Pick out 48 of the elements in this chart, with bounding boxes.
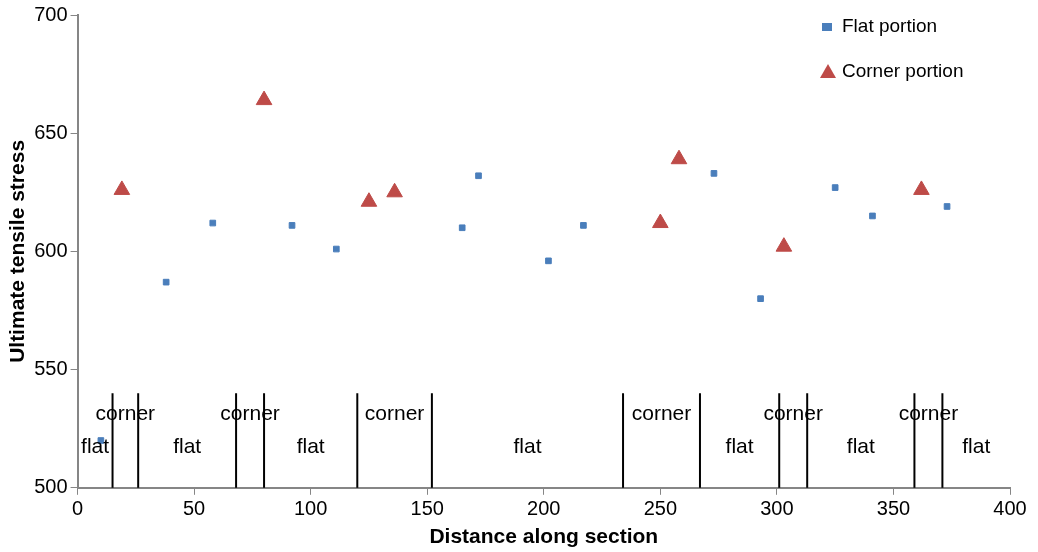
y-tick-label: 700 — [34, 2, 68, 25]
point — [913, 180, 930, 195]
y-tick-label: 550 — [34, 357, 68, 380]
annotation: flat — [846, 434, 875, 458]
legend-label: Corner portion — [842, 60, 964, 82]
point — [943, 203, 951, 210]
point — [652, 213, 669, 229]
x-tick-label: 0 — [72, 497, 84, 520]
x-tick-label: 100 — [293, 497, 328, 520]
annotation: corner — [364, 401, 425, 425]
x-tick-label: 200 — [527, 497, 561, 520]
annotation: flat — [296, 434, 325, 458]
y-tick-label: 600 — [34, 238, 68, 261]
point — [545, 257, 552, 265]
point — [386, 182, 403, 198]
x-axis-title: Distance along section — [429, 524, 659, 548]
y-tick-label: 500 — [34, 475, 68, 498]
point — [775, 237, 793, 252]
x-tick-label: 150 — [410, 497, 444, 520]
point — [580, 222, 587, 229]
point — [209, 219, 217, 227]
y-tick-label: 650 — [34, 120, 68, 143]
annotation: flat — [725, 434, 754, 458]
x-tick-label: 50 — [183, 497, 206, 520]
point — [670, 149, 688, 165]
x-tick-label: 350 — [876, 497, 911, 520]
x-tick-label: 250 — [643, 497, 678, 520]
point — [360, 192, 378, 207]
point — [255, 90, 273, 106]
point — [332, 245, 340, 253]
annotation: flat — [173, 434, 202, 458]
annotation: flat — [513, 434, 542, 458]
x-tick-label: 400 — [993, 497, 1027, 520]
x-tick-label: 300 — [760, 497, 794, 520]
point — [288, 222, 296, 229]
point — [458, 224, 466, 232]
point — [475, 172, 482, 180]
point — [162, 278, 170, 286]
point — [113, 180, 131, 195]
y-axis-title: Ultimate tensile stress — [5, 139, 29, 363]
annotation: flat — [962, 434, 991, 458]
point — [831, 184, 839, 191]
point — [757, 295, 764, 303]
point — [869, 212, 876, 220]
point — [710, 170, 718, 177]
annotation: flat — [81, 434, 110, 458]
legend-label: Flat portion — [842, 15, 938, 37]
annotation: corner — [631, 401, 692, 425]
